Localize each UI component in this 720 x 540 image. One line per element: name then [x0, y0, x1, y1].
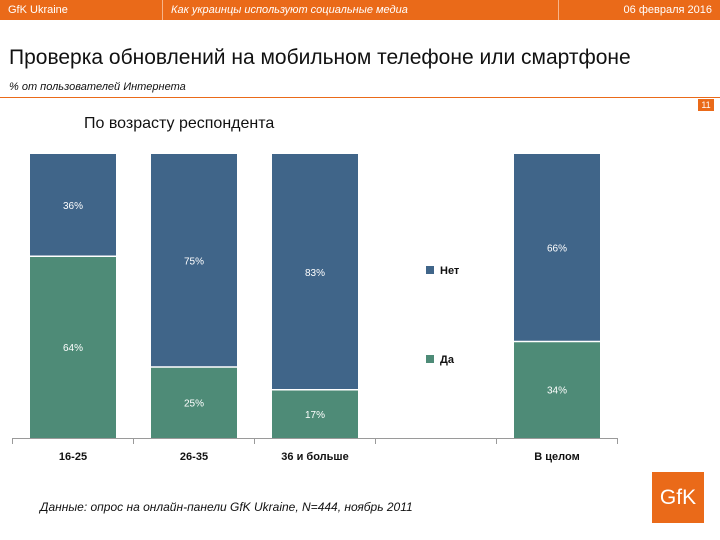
data-label-yes-1: 25% [184, 399, 204, 410]
legend-label-1: Да [440, 354, 455, 366]
legend-swatch-0 [426, 266, 434, 274]
bar-yes-2 [272, 389, 358, 438]
legend-label-0: Нет [440, 265, 460, 277]
divider [0, 97, 720, 98]
bar-yes-1 [151, 367, 237, 438]
data-label-no-0: 36% [63, 201, 83, 212]
bar-yes-0 [30, 256, 116, 438]
x-tick-label-1: 26-35 [180, 451, 208, 463]
header-date: 06 февраля 2016 [558, 0, 720, 20]
bar-no-4 [514, 154, 600, 342]
chart-section-title: По возрасту респондента [84, 115, 275, 132]
x-tick-label-4: В целом [534, 451, 579, 463]
data-label-no-1: 75% [184, 257, 204, 268]
page-title: Проверка обновлений на мобильном телефон… [9, 46, 631, 69]
x-tick-label-2: 36 и больше [281, 451, 348, 463]
header-report-title: Как украинцы используют социальные медиа [162, 0, 558, 20]
bar-no-1 [151, 154, 237, 367]
data-label-yes-2: 17% [305, 410, 325, 421]
bar-yes-4 [514, 341, 600, 438]
page-number: 11 [698, 99, 714, 111]
bar-no-0 [30, 154, 116, 257]
gfk-logo: GfK [652, 472, 704, 523]
data-label-yes-4: 34% [547, 386, 567, 397]
data-label-no-4: 66% [547, 244, 567, 255]
x-tick-label-0: 16-25 [59, 451, 87, 463]
header-bar: GfK Ukraine Как украинцы используют соци… [0, 0, 720, 20]
data-label-no-2: 83% [305, 268, 325, 279]
page-subtitle: % от пользователей Интернета [9, 81, 186, 93]
bar-no-2 [272, 154, 358, 390]
header-org: GfK Ukraine [8, 4, 68, 16]
data-label-yes-0: 64% [63, 343, 83, 354]
legend-swatch-1 [426, 355, 434, 363]
footnote: Данные: опрос на онлайн-панели GfK Ukrai… [40, 500, 413, 514]
